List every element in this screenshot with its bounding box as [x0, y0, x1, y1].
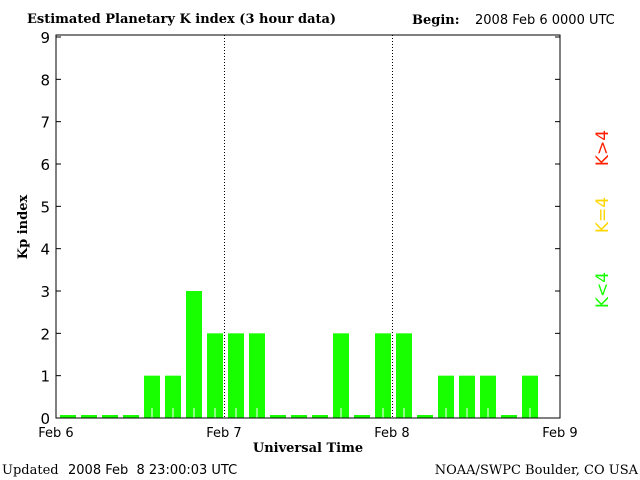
kp-bar: [312, 415, 328, 418]
kp-bar: [249, 333, 265, 418]
legend-k-greater-4: K>4: [593, 130, 613, 166]
kp-bar: [522, 375, 538, 418]
kp-bar: [60, 415, 76, 418]
kp-bar: [81, 415, 97, 418]
plot-frame: [55, 34, 561, 419]
y-tick-label: 1: [40, 368, 50, 386]
credit: NOAA/SWPC Boulder, CO USA: [435, 463, 639, 478]
legend-k-equal-4: K=4: [593, 197, 613, 233]
updated-label: Updated: [2, 463, 59, 478]
x-tick-label: Feb 6: [38, 426, 73, 441]
y-tick-label: 2: [40, 325, 50, 343]
kp-bar: [123, 415, 139, 418]
kp-bar: [186, 291, 202, 418]
kp-bar: [102, 415, 118, 418]
kp-bar: [291, 415, 307, 418]
kp-bar: [501, 415, 517, 418]
kp-bar: [396, 333, 412, 418]
y-tick-label: 0: [40, 410, 50, 428]
kp-bar: [354, 415, 370, 418]
kp-bar: [375, 333, 391, 418]
kp-bar: [459, 375, 475, 418]
x-tick-label: Feb 7: [206, 426, 241, 441]
chart-title: Estimated Planetary K index (3 hour data…: [27, 12, 336, 27]
kp-bar: [165, 375, 181, 418]
y-tick-label: 5: [40, 198, 50, 216]
kp-bar: [144, 375, 160, 418]
x-axis-label: Universal Time: [253, 441, 363, 456]
kp-bar: [417, 415, 433, 418]
kp-bar: [438, 375, 454, 418]
y-axis-label: Kp index: [16, 195, 31, 260]
y-tick-label: 6: [40, 156, 50, 174]
kp-bar: [270, 415, 286, 418]
updated-value: 2008 Feb 8 23:00:03 UTC: [68, 463, 237, 478]
legend-k-less-4: K<4: [593, 272, 613, 308]
kp-bar: [228, 333, 244, 418]
kp-bar: [333, 333, 349, 418]
y-tick-label: 8: [40, 71, 50, 89]
x-tick-label: Feb 8: [374, 426, 409, 441]
y-tick-label: 3: [40, 283, 50, 301]
x-tick-label: Feb 9: [542, 426, 577, 441]
y-tick-label: 4: [40, 241, 50, 259]
y-tick-label: 9: [40, 29, 50, 47]
begin-value: 2008 Feb 6 0000 UTC: [475, 13, 615, 28]
begin-label: Begin:: [412, 13, 460, 28]
kp-bar: [207, 333, 223, 418]
y-tick-label: 7: [40, 114, 50, 132]
kp-bar: [480, 375, 496, 418]
